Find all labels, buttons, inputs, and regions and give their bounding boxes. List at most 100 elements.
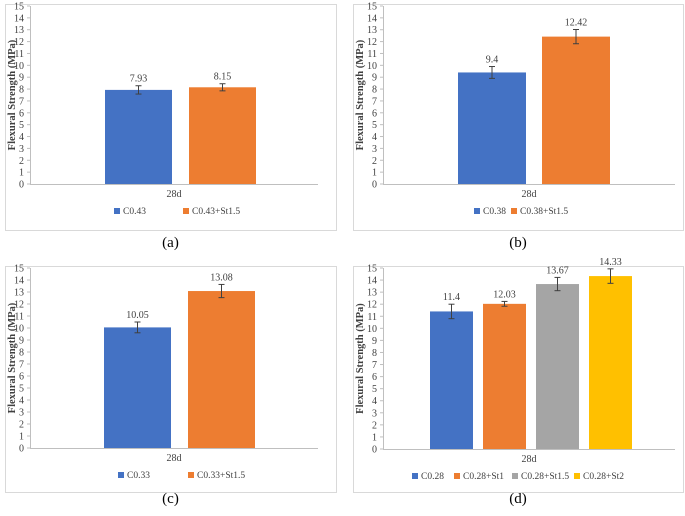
y-tick-label: 10 [367, 324, 377, 335]
y-tick-label: 9 [19, 73, 24, 84]
y-tick-label: 10 [14, 61, 24, 72]
y-tick-label: 9 [19, 336, 24, 347]
legend-label: C0.38 [483, 207, 506, 217]
y-tick-label: 3 [19, 408, 24, 419]
panel-label: (a) [162, 235, 179, 251]
y-axis-title: Flexural Strength (MPa) [355, 303, 366, 414]
y-tick-label: 13 [14, 288, 24, 299]
y-tick-label: 5 [19, 120, 24, 131]
y-tick-label: 12 [367, 300, 377, 311]
bar-c0-43-st1-5 [189, 87, 256, 184]
y-tick-label: 5 [372, 120, 377, 131]
data-label: 9.4 [486, 55, 499, 66]
y-tick-label: 13 [367, 288, 377, 299]
bar-c0-28-st1 [483, 303, 526, 449]
y-axis-title: Flexural Strength (MPa) [7, 302, 18, 413]
y-axis-title: Flexural Strength (MPa) [7, 39, 18, 150]
y-tick-label: 15 [367, 2, 377, 13]
legend-swatch [183, 208, 189, 214]
y-tick-label: 1 [19, 168, 24, 179]
data-label: 13.08 [210, 272, 233, 283]
y-tick-label: 11 [14, 49, 24, 60]
data-label: 8.15 [214, 72, 232, 83]
y-tick-label: 7 [19, 360, 24, 371]
legend-label: C0.43+St1.5 [192, 207, 240, 217]
legend-swatch [511, 208, 517, 214]
y-tick-label: 12 [14, 37, 24, 48]
bar-c0-33 [104, 327, 171, 448]
y-tick-label: 7 [372, 360, 377, 371]
legend-swatch [574, 473, 580, 479]
y-tick-label: 1 [19, 432, 24, 443]
legend-swatch [512, 473, 518, 479]
legend-swatch [412, 473, 418, 479]
bar-c0-38 [458, 72, 526, 184]
y-tick-label: 14 [14, 13, 24, 24]
legend-label: C0.33 [127, 471, 150, 481]
legend-label: C0.28 [421, 472, 444, 482]
legend-swatch [118, 472, 124, 478]
y-tick-label: 11 [367, 49, 377, 60]
y-tick-label: 3 [372, 144, 377, 155]
bar-c0-28-st2 [589, 276, 632, 449]
data-label: 7.93 [130, 74, 148, 85]
y-tick-label: 4 [372, 132, 377, 143]
data-label: 12.03 [493, 289, 516, 300]
y-tick-label: 2 [372, 156, 377, 167]
category-label: 28d [522, 454, 537, 465]
y-tick-label: 6 [372, 108, 377, 119]
panel-label: (d) [509, 491, 527, 507]
y-tick-label: 7 [19, 96, 24, 107]
y-tick-label: 13 [14, 25, 24, 36]
y-tick-label: 7 [372, 96, 377, 107]
y-tick-label: 6 [372, 372, 377, 383]
y-tick-label: 15 [367, 264, 377, 275]
category-label: 28d [167, 453, 182, 464]
legend-label: C0.33+St1.5 [197, 471, 245, 481]
y-tick-label: 14 [367, 13, 377, 24]
y-tick-label: 8 [19, 348, 24, 359]
y-tick-label: 3 [19, 144, 24, 155]
y-axis-title: Flexural Strength (MPa) [355, 39, 366, 150]
bar-c0-28-st1-5 [536, 284, 579, 449]
legend-swatch [188, 472, 194, 478]
y-tick-label: 8 [372, 85, 377, 96]
y-tick-label: 1 [372, 168, 377, 179]
legend-label: C0.28+St1.5 [521, 472, 569, 482]
bar-c0-28 [430, 311, 473, 449]
bar-c0-38-st1-5 [542, 36, 610, 185]
data-label: 10.05 [126, 310, 149, 321]
y-tick-label: 5 [372, 384, 377, 395]
data-label: 12.42 [565, 17, 588, 28]
y-tick-label: 12 [14, 300, 24, 311]
y-tick-label: 6 [19, 372, 24, 383]
y-tick-label: 2 [19, 156, 24, 167]
y-tick-label: 12 [367, 37, 377, 48]
bar-c0-33-st1-5 [188, 291, 255, 448]
y-tick-label: 15 [14, 264, 24, 275]
y-tick-label: 10 [367, 61, 377, 72]
y-tick-label: 6 [19, 108, 24, 119]
y-tick-label: 0 [372, 445, 377, 456]
y-tick-label: 4 [19, 396, 24, 407]
panel-label: (c) [162, 491, 179, 507]
y-tick-label: 5 [19, 384, 24, 395]
y-tick-label: 11 [14, 312, 24, 323]
legend-swatch [454, 473, 460, 479]
y-tick-label: 4 [372, 396, 377, 407]
y-tick-label: 8 [19, 85, 24, 96]
legend-swatch [114, 208, 120, 214]
y-tick-label: 4 [19, 132, 24, 143]
category-label: 28d [522, 189, 537, 200]
legend-label: C0.43 [123, 207, 146, 217]
y-tick-label: 2 [19, 420, 24, 431]
y-tick-label: 9 [372, 336, 377, 347]
y-tick-label: 2 [372, 420, 377, 431]
data-label: 13.67 [546, 265, 569, 276]
